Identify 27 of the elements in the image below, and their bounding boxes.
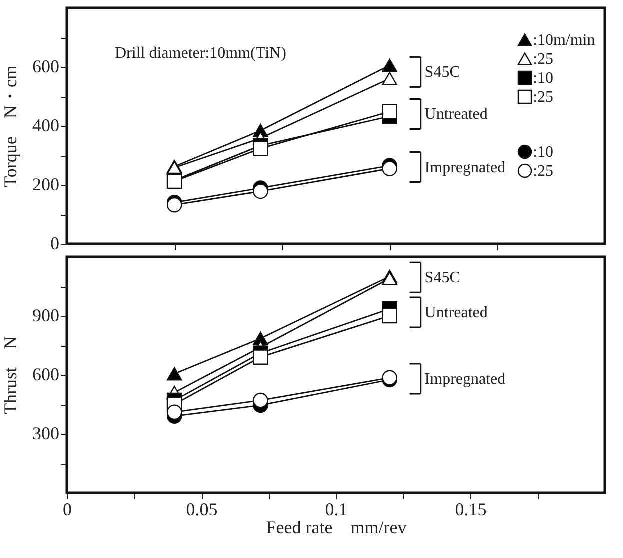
x-tick-label: 0 [63,500,72,520]
annotation: Impregnated [424,370,506,388]
y-tick-label: 600 [32,364,60,384]
legend-label: :10 [533,144,554,161]
legend-label: :25 [533,51,554,68]
y-tick-label: 0 [50,234,60,254]
annotation: Impregnated [424,159,506,176]
x-tick-label: 0.15 [455,500,487,520]
annotation: Drill diameter:10mm(TiN) [115,45,286,62]
y-tick-label: 600 [32,56,60,76]
legend-label: :25 [533,89,554,106]
y-tick-label: 300 [32,424,60,444]
x-tick-label: 0.1 [325,500,348,520]
annotation: Untreated [424,304,488,322]
y-tick-label: 400 [32,116,60,136]
y-axis-title: Torque N・cm [0,66,20,188]
annotation: S45C [424,270,460,287]
y-tick-label: 200 [32,174,60,194]
x-tick-label: 0.05 [186,500,218,520]
y-axis-title: Thrust N [0,336,20,414]
y-tick-label: 900 [32,306,60,326]
annotation: S45C [424,64,460,82]
annotation: Untreated [424,106,488,124]
legend-label: :10 [533,70,554,87]
legend-label: :25 [533,163,554,180]
legend-label: :10m/min [533,32,596,49]
x-axis-title: Feed rate mm/rev [266,518,407,538]
